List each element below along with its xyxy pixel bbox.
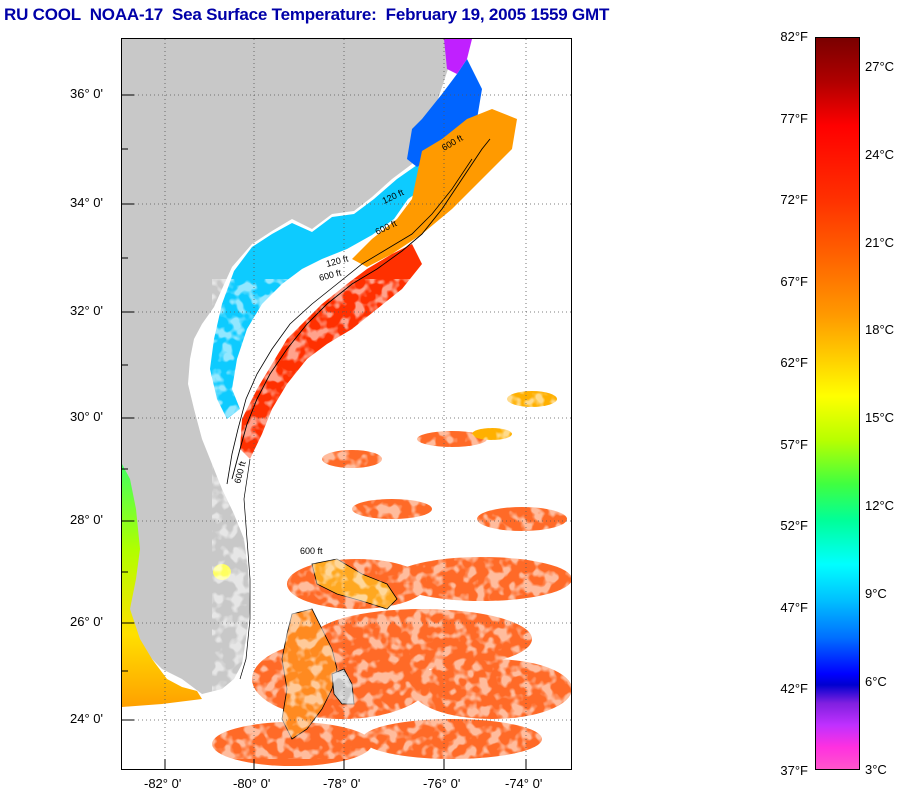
- axis-ticks: [122, 94, 527, 769]
- colorbar-f-label: 77°F: [780, 111, 808, 126]
- colorbar-f-label: 57°F: [780, 437, 808, 452]
- colorbar-f-label: 72°F: [780, 192, 808, 207]
- isobath-120ft: [226, 158, 473, 485]
- lat-label: 34° 0': [70, 195, 103, 210]
- lat-label: 32° 0': [70, 303, 103, 318]
- land-mainland: [122, 39, 452, 694]
- colorbar-c-label: 9°C: [865, 586, 887, 601]
- isobath-600ft: [231, 138, 491, 480]
- lat-label: 28° 0': [70, 512, 103, 527]
- lon-label: -76° 0': [423, 776, 461, 791]
- colorbar-f-label: 67°F: [780, 274, 808, 289]
- colorbar-f-label: 52°F: [780, 518, 808, 533]
- colorbar-c-label: 3°C: [865, 762, 887, 777]
- cloud-speckle: [212, 279, 571, 759]
- colorbar-c-label: 21°C: [865, 235, 895, 250]
- isobath-label: 600 ft: [300, 546, 323, 556]
- colorbar-f-label: 42°F: [780, 681, 808, 696]
- sst-map[interactable]: 600 ft 120 ft 600 ft 120 ft 600 ft 600 f…: [121, 38, 572, 770]
- colorbar-c-label: 15°C: [865, 410, 895, 425]
- colorbar-c-label: 24°C: [865, 147, 895, 162]
- colorbar-c-label: 18°C: [865, 322, 895, 337]
- colorbar-f-label: 82°F: [780, 29, 808, 44]
- gulf-water: [122, 464, 202, 707]
- colorbar-f-label: 47°F: [780, 600, 808, 615]
- coastline-florida: [239, 458, 251, 680]
- lat-label: 26° 0': [70, 614, 103, 629]
- shelf-water-cold: [210, 165, 427, 419]
- colorbar-f-label: 62°F: [780, 355, 808, 370]
- colorbar-c-label: 12°C: [865, 498, 895, 513]
- lon-label: -78° 0': [323, 776, 361, 791]
- map-title: RU COOL NOAA-17 Sea Surface Temperature:…: [4, 5, 610, 24]
- temperature-colorbar: [815, 37, 860, 770]
- lon-label: -82° 0': [144, 776, 182, 791]
- lon-label: -80° 0': [233, 776, 271, 791]
- map-canvas: 600 ft 120 ft 600 ft 120 ft 600 ft 600 f…: [122, 39, 571, 769]
- lat-label: 24° 0': [70, 711, 103, 726]
- gulf-stream-orange: [352, 109, 517, 267]
- shelf-water-violet: [444, 39, 472, 74]
- lon-label: -74° 0': [505, 776, 543, 791]
- colorbar-f-label: 37°F: [780, 763, 808, 778]
- lat-label: 36° 0': [70, 86, 103, 101]
- colorbar-c-label: 27°C: [865, 59, 895, 74]
- lat-label: 30° 0': [70, 409, 103, 424]
- colorbar-c-label: 6°C: [865, 674, 887, 689]
